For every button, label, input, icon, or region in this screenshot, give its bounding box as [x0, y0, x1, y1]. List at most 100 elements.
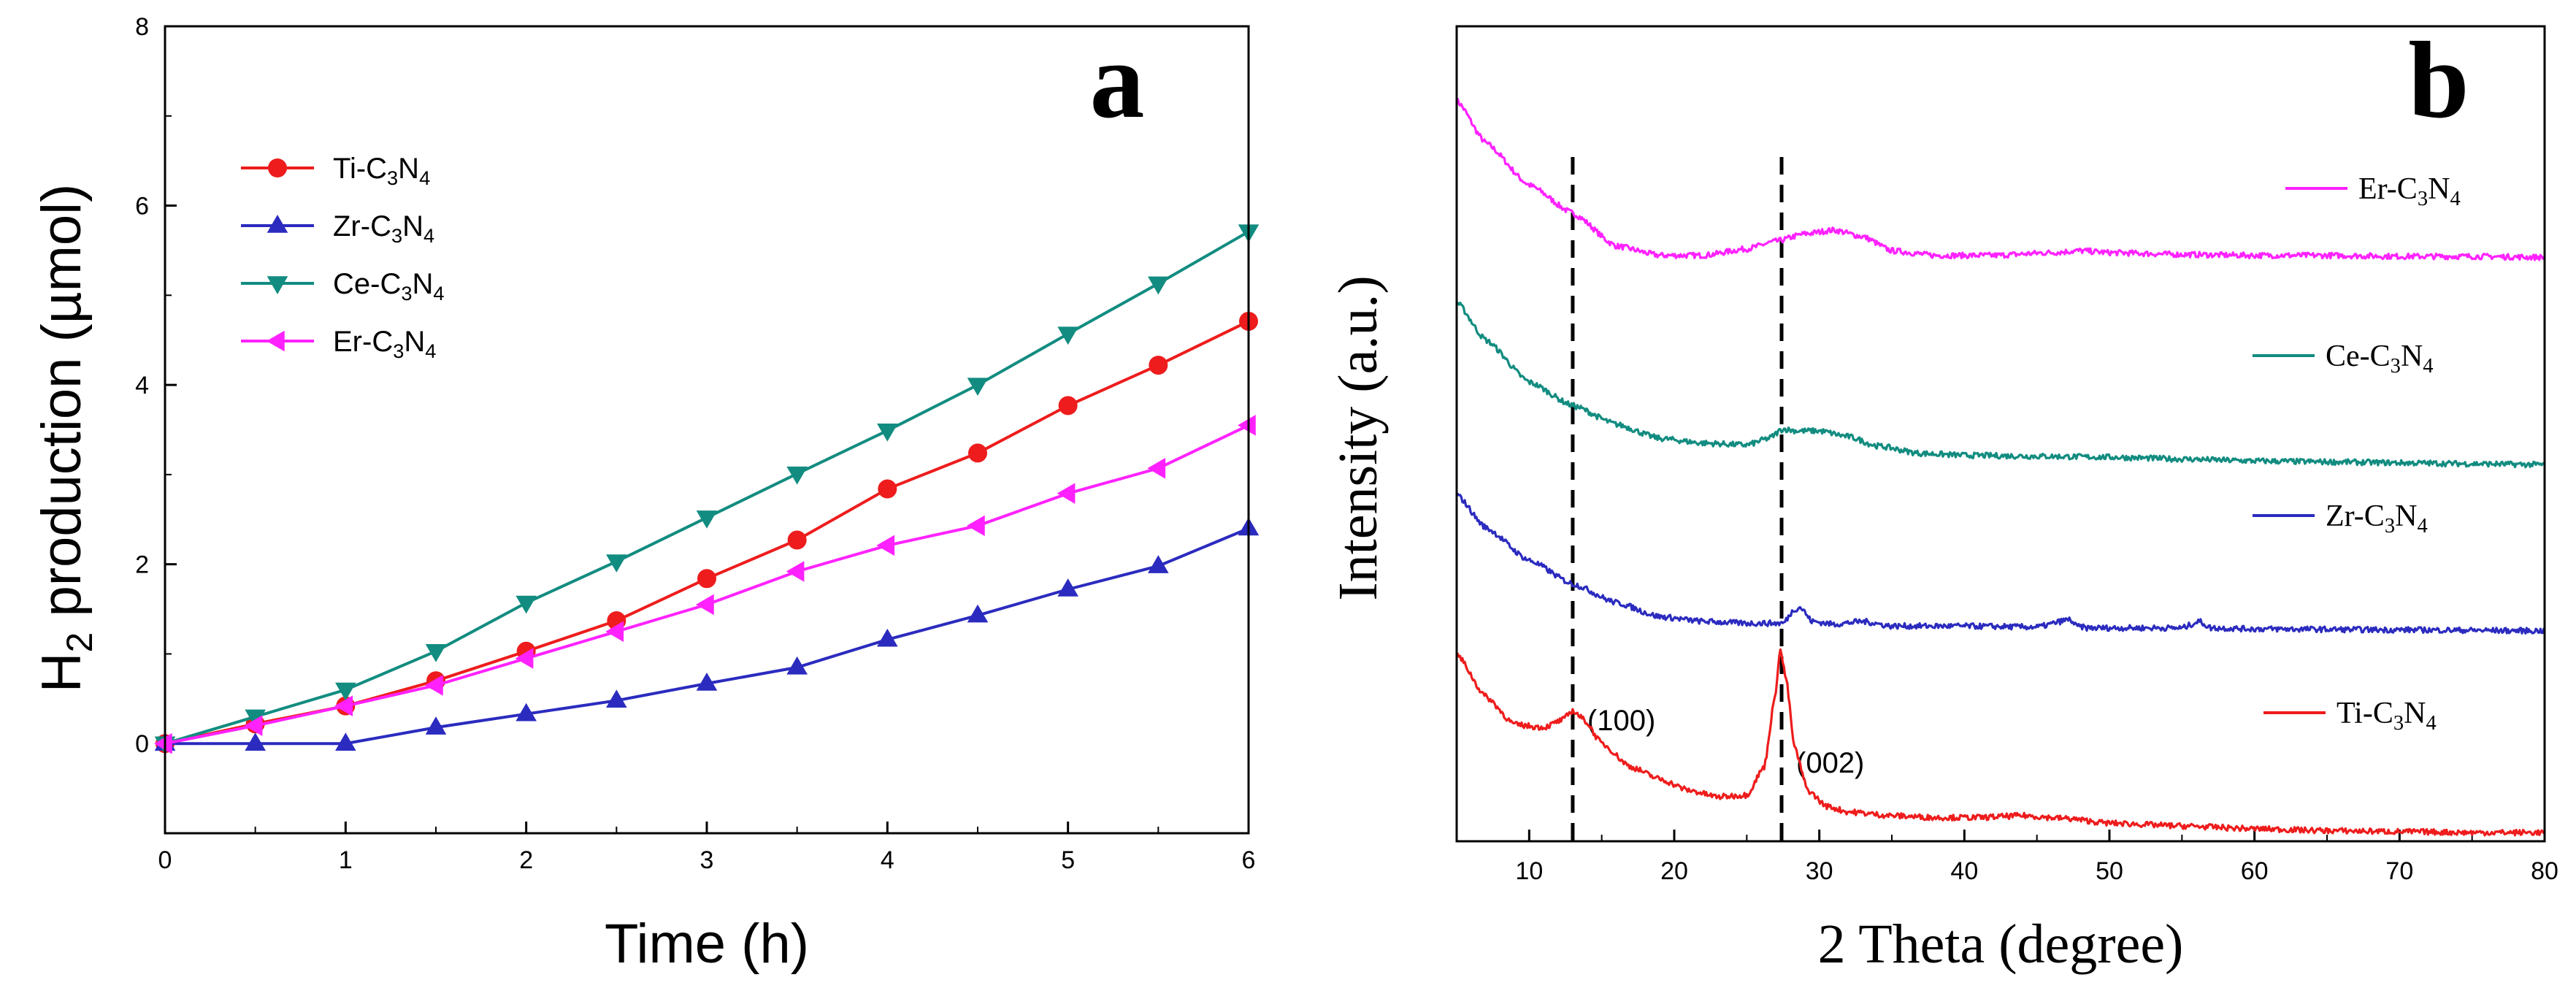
a-point-zr-c3n4 — [606, 689, 627, 708]
a-point-ce-c3n4 — [425, 644, 447, 662]
a-point-ce-c3n4 — [245, 709, 266, 728]
panel-b-y-axis-label: Intensity (a.u.) — [1327, 275, 1389, 600]
a-point-er-c3n4 — [1238, 415, 1256, 436]
a-point-zr-c3n4 — [1148, 555, 1169, 573]
a-point-ti-c3n4 — [787, 530, 807, 550]
a-point-er-c3n4 — [334, 695, 353, 716]
a-legend-label-part-s2: 4 — [423, 224, 434, 247]
b-legend-label: Ce-C3N4 — [2326, 340, 2434, 378]
a-point-ce-c3n4 — [696, 510, 718, 529]
a-point-zr-c3n4 — [786, 656, 808, 675]
a-x-tick-label: 2 — [519, 846, 533, 874]
a-legend-marker — [268, 158, 287, 177]
a-legend-item-ti-c3n4: Ti-C3N4 — [241, 153, 430, 189]
panel-b-series — [1455, 98, 2545, 837]
b-x-tick-label: 10 — [1515, 857, 1543, 885]
panel-b-x-axis-label: 2 Theta (degree) — [1818, 914, 2184, 975]
a-x-tick-label: 5 — [1061, 846, 1075, 874]
b-x-tick-label: 70 — [2385, 857, 2413, 885]
a-point-ce-c3n4 — [515, 595, 537, 614]
a-point-er-c3n4 — [1057, 483, 1076, 504]
b-legend-label-part-s2: 4 — [2426, 712, 2436, 735]
a-point-zr-c3n4 — [515, 703, 537, 722]
panel-a-x-axis-label: Time (h) — [605, 913, 809, 975]
a-legend-label: Zr-C3N4 — [333, 210, 434, 247]
a-point-ce-c3n4 — [786, 466, 808, 485]
b-legend-label-part-s1: 3 — [2391, 355, 2401, 378]
a-point-zr-c3n4 — [425, 716, 447, 735]
a-legend-label-part-mid: N — [402, 210, 423, 242]
a-point-ce-c3n4 — [1148, 276, 1169, 295]
b-legend-label-part-s1: 3 — [2385, 515, 2395, 537]
a-point-er-c3n4 — [876, 535, 895, 556]
a-legend-label-part-s1: 3 — [401, 282, 412, 305]
b-reference-label-0: (100) — [1587, 705, 1655, 737]
panel-b-ticks: 10 20 30 40 50 60 70 80 — [1456, 830, 2558, 885]
a-point-ti-c3n4 — [697, 569, 716, 589]
a-legend-label-part-mid: N — [398, 153, 419, 185]
a-legend-label-part-s2: 4 — [433, 282, 444, 305]
b-legend-item-zr-c3n4: Zr-C3N4 — [2253, 500, 2428, 537]
y-label-sub: 2 — [59, 632, 100, 653]
b-x-tick-label: 50 — [2096, 857, 2123, 885]
b-line-er-c3n4 — [1455, 98, 2545, 261]
a-point-zr-c3n4 — [696, 673, 718, 691]
panel-b-reference-lines: (100) (002) — [1571, 157, 1864, 841]
b-legend-label: Er-C3N4 — [2358, 172, 2461, 210]
a-point-ti-c3n4 — [968, 443, 987, 463]
a-point-zr-c3n4 — [877, 628, 898, 647]
a-x-tick-label: 1 — [339, 846, 353, 874]
a-point-ce-c3n4 — [967, 378, 989, 397]
b-legend-label-part-mid: N — [2404, 697, 2426, 730]
a-point-zr-c3n4 — [1057, 578, 1078, 597]
b-legend-label-part-mid: N — [2395, 500, 2417, 533]
a-point-er-c3n4 — [1147, 457, 1166, 479]
a-point-ti-c3n4 — [1149, 356, 1168, 375]
a-point-er-c3n4 — [696, 594, 714, 616]
a-legend-label: Ce-C3N4 — [333, 268, 444, 305]
a-y-tick-label: 4 — [135, 372, 149, 399]
a-point-ce-c3n4 — [877, 423, 898, 442]
a-legend-label: Ti-C3N4 — [333, 153, 430, 189]
a-legend-label-part-s1: 3 — [391, 224, 402, 247]
a-point-zr-c3n4 — [245, 732, 266, 751]
a-legend-label-part-prefix: Er-C — [333, 326, 393, 358]
a-legend-label-part-prefix: Zr-C — [333, 210, 391, 242]
b-legend-label-part-s2: 4 — [2450, 188, 2460, 210]
a-point-ce-c3n4 — [606, 554, 627, 573]
a-point-zr-c3n4 — [967, 604, 989, 623]
a-point-ce-c3n4 — [335, 682, 356, 701]
a-legend-label-part-prefix: Ti-C — [333, 153, 387, 185]
b-line-ce-c3n4 — [1456, 302, 2545, 469]
a-legend-marker — [267, 276, 288, 294]
b-line-ti-c3n4 — [1455, 648, 2545, 837]
panel-b-plot-frame — [1455, 25, 2546, 843]
a-legend-label-part-prefix: Ce-C — [333, 268, 401, 300]
a-point-zr-c3n4 — [335, 732, 356, 751]
y-label-main: H — [31, 652, 93, 692]
a-point-ce-c3n4 — [1057, 326, 1078, 345]
a-point-er-c3n4 — [967, 515, 985, 537]
a-x-tick-label: 0 — [158, 846, 172, 874]
a-y-tick-label: 2 — [135, 551, 149, 579]
a-point-ti-c3n4 — [878, 479, 897, 499]
a-legend-item-zr-c3n4: Zr-C3N4 — [241, 210, 434, 247]
b-legend-label-part-s1: 3 — [2393, 712, 2404, 735]
a-series-er-c3n4 — [154, 415, 1256, 754]
panel-a-y-axis-label: H2 production (µmol) — [31, 184, 100, 693]
a-legend-label-part-s1: 3 — [393, 340, 404, 362]
a-y-tick-label: 8 — [135, 13, 149, 41]
b-x-tick-label: 80 — [2531, 857, 2558, 885]
a-legend-item-er-c3n4: Er-C3N4 — [241, 326, 436, 362]
a-x-tick-label: 3 — [700, 846, 714, 874]
a-point-er-c3n4 — [425, 675, 443, 696]
b-line-zr-c3n4 — [1455, 492, 2545, 635]
b-legend-label: Zr-C3N4 — [2326, 500, 2428, 537]
b-legend-label-part-prefix: Ti-C — [2337, 697, 2393, 730]
b-legend-label-part-mid: N — [2401, 340, 2423, 373]
b-legend-label-part-mid: N — [2428, 172, 2450, 206]
a-legend-marker — [267, 330, 285, 352]
b-x-tick-label: 20 — [1660, 857, 1688, 885]
a-legend-item-ce-c3n4: Ce-C3N4 — [241, 268, 444, 305]
